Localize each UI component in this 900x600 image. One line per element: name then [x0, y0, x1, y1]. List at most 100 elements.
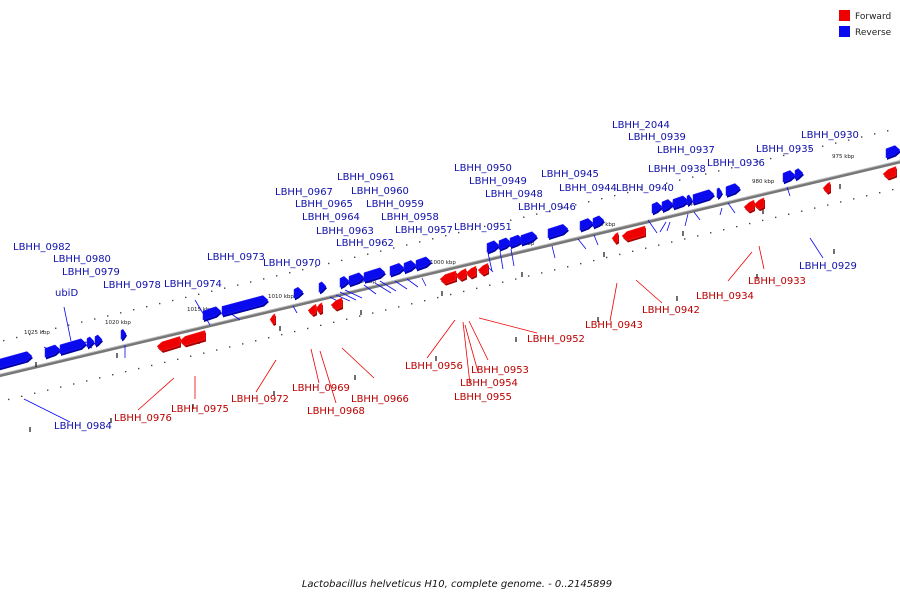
track-dot: [840, 201, 842, 203]
reverse-gene-label: LBHH_0936: [707, 158, 765, 169]
track-dot: [710, 232, 712, 234]
track-dot: [237, 284, 239, 286]
track-dot: [575, 204, 577, 206]
forward-gene-label: LBHH_0955: [454, 392, 512, 403]
track-dot: [229, 346, 231, 348]
track-dot: [367, 253, 369, 255]
gene-arrow: [885, 145, 900, 159]
track-dot: [385, 309, 387, 311]
forward-gene-label: LBHH_0972: [231, 394, 289, 405]
gene-arrow: [318, 281, 327, 293]
gene-arrow: [86, 336, 95, 348]
track-dot: [879, 191, 881, 194]
track-dot: [320, 324, 322, 327]
track-dot: [866, 195, 868, 197]
track-dot: [861, 136, 863, 138]
track-dot: [177, 358, 179, 361]
track-dot: [536, 213, 538, 215]
track-dot: [21, 395, 23, 398]
genome-backbone-highlight: [0, 160, 900, 375]
reverse-track-dots: [3, 130, 889, 342]
reverse-gene-label: LBHH_0962: [336, 238, 394, 249]
gene-arrow: [716, 187, 723, 199]
gene-arrow: [293, 286, 304, 299]
reverse-gene-label: LBHH_2044: [612, 120, 670, 131]
legend-reverse-label: Reverse: [855, 28, 892, 38]
track-dot: [762, 219, 764, 222]
gene-arrow: [782, 170, 796, 183]
label-leader-forward: [310, 348, 320, 384]
track-dot: [835, 142, 837, 144]
track-dot: [892, 188, 894, 191]
track-dot: [554, 269, 556, 271]
label-leader-reverse: [666, 221, 671, 232]
gene-arrow: [611, 231, 619, 244]
track-dot: [450, 293, 452, 296]
track-dot: [203, 352, 205, 354]
label-leader-reverse: [510, 248, 515, 267]
track-dot: [718, 170, 720, 172]
track-dot: [601, 197, 603, 200]
reverse-gene-label: LBHH_0967: [275, 187, 333, 198]
reverse-gene-label: LBHH_0938: [648, 164, 706, 175]
track-dot: [528, 275, 530, 277]
track-dot: [250, 281, 252, 283]
label-leader-reverse: [551, 245, 556, 259]
label-leader-reverse: [339, 291, 357, 301]
track-dot: [393, 247, 395, 249]
track-dot: [190, 355, 192, 357]
label-leader-forward: [255, 359, 277, 393]
label-leader-forward: [137, 377, 175, 411]
track-dot: [783, 154, 785, 157]
track-dot: [86, 380, 88, 382]
reverse-gene-label: LBHH_0978: [103, 280, 161, 291]
reverse-gene-label: LBHH_0935: [756, 144, 814, 155]
label-leader-reverse: [727, 202, 736, 214]
track-dot: [125, 370, 127, 373]
track-dot: [341, 259, 343, 262]
gene-arrow: [0, 351, 33, 369]
track-dot: [848, 139, 850, 141]
track-dot: [81, 321, 83, 323]
reverse-gene-label: LBHH_0973: [207, 252, 265, 263]
forward-gene-label: LBHH_0933: [748, 276, 806, 287]
track-dot: [185, 296, 187, 299]
reverse-gene-label: LBHH_0946: [518, 202, 576, 213]
track-dot: [562, 207, 564, 209]
gene-arrow: [339, 275, 350, 288]
track-dot: [354, 256, 356, 258]
track-dot: [853, 198, 855, 200]
track-dot: [666, 182, 668, 184]
track-dot: [510, 219, 512, 221]
track-dot: [73, 383, 75, 385]
label-leader-reverse: [394, 280, 408, 290]
track-dot: [346, 318, 348, 320]
gene-arrow: [794, 168, 804, 180]
gene-arrow: [348, 272, 365, 286]
track-dot: [242, 343, 244, 345]
label-leader-forward: [478, 317, 538, 334]
track-dot: [419, 241, 421, 243]
track-dot: [445, 235, 447, 237]
reverse-gene-label: LBHH_0961: [337, 172, 395, 183]
track-dot: [580, 262, 582, 265]
track-dot: [484, 225, 486, 228]
kbp-label: 1015 kbp: [187, 307, 213, 313]
gene-arrow: [477, 262, 489, 275]
track-dot: [679, 179, 681, 181]
label-leader-reverse: [292, 305, 298, 314]
label-leader-reverse: [194, 299, 211, 326]
track-dot: [723, 229, 725, 231]
track-dot: [372, 312, 374, 314]
gene-arrow: [509, 234, 524, 248]
track-dot: [302, 268, 304, 271]
kbp-label: 1005 kbp: [350, 279, 376, 285]
track-dot: [60, 386, 62, 388]
track-dot: [224, 287, 226, 289]
forward-gene-label: LBHH_0969: [292, 383, 350, 394]
track-dot: [281, 333, 283, 336]
track-dot: [424, 299, 426, 302]
track-dot: [697, 235, 699, 237]
kbp-label: 1010 kbp: [268, 294, 294, 300]
track-dot: [359, 315, 361, 317]
